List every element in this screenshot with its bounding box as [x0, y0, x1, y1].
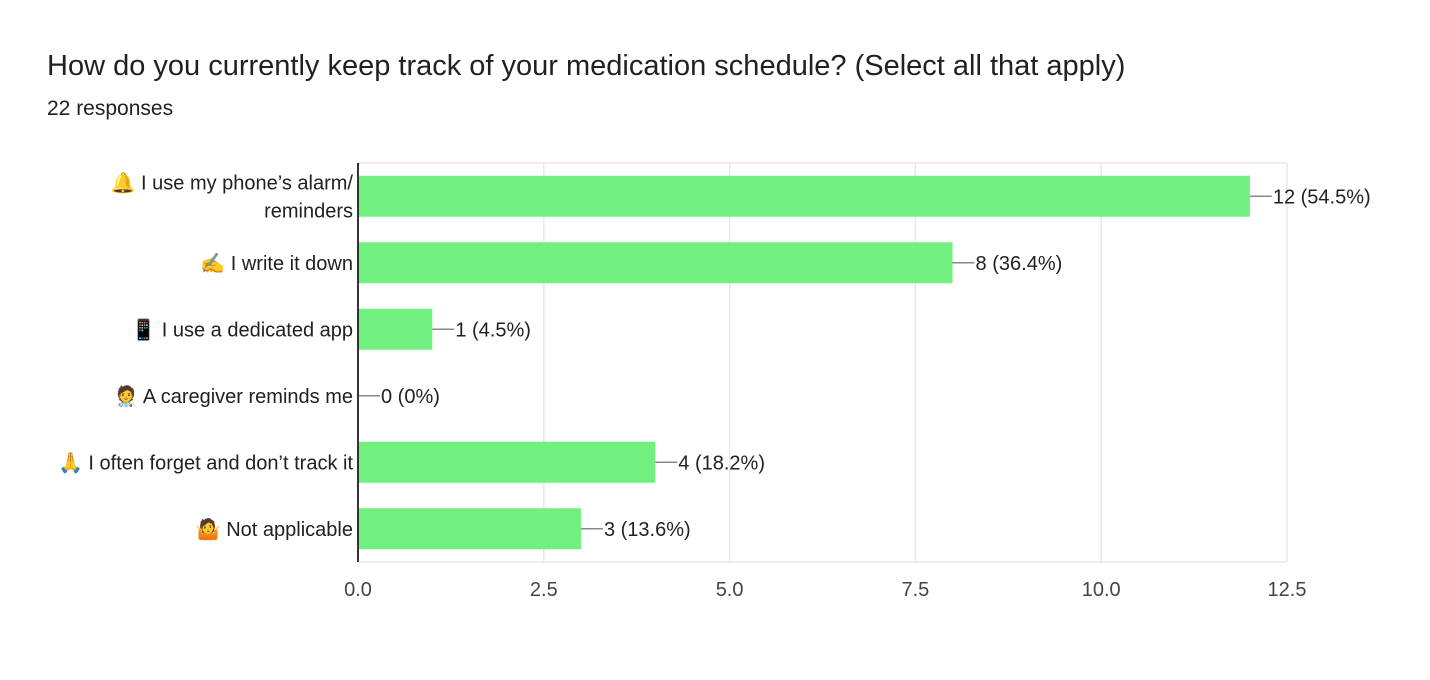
- bar: [358, 441, 656, 483]
- category-label: 🤷 Not applicable: [196, 517, 353, 541]
- chart-title: How do you currently keep track of your …: [47, 50, 1126, 82]
- x-tick-label: 10.0: [1082, 579, 1121, 601]
- x-tick-label: 2.5: [530, 579, 558, 601]
- x-tick-label: 5.0: [716, 579, 744, 601]
- data-label: 0 (0%): [381, 386, 440, 408]
- category-label: ✍️ I write it down: [200, 252, 353, 275]
- data-label: 3 (13.6%): [604, 519, 691, 541]
- category-labels: 🔔 I use my phone’s alarm/reminders ✍️ I w…: [58, 171, 354, 541]
- category-label: 🧑‍⚕️ A caregiver reminds me: [114, 384, 353, 408]
- x-axis-ticks: 0.0 2.5 5.0 7.5 10.0 12.5: [344, 163, 1306, 601]
- x-tick-label: 12.5: [1268, 579, 1307, 601]
- grid-lines: [358, 162, 1288, 563]
- bar: [358, 508, 581, 550]
- response-count: 22 responses: [47, 97, 174, 120]
- bar: [358, 175, 1250, 217]
- category-label: 🙏 I often forget and don’t track it: [58, 451, 354, 474]
- category-label: 🔔 I use my phone’s alarm/reminders: [111, 171, 354, 222]
- data-label: 12 (54.5%): [1273, 186, 1371, 208]
- category-label: 📱 I use a dedicated app: [131, 317, 353, 341]
- data-label: 1 (4.5%): [455, 319, 531, 341]
- bar: [358, 242, 953, 284]
- bar: [358, 308, 433, 350]
- x-tick-label: 7.5: [901, 579, 929, 601]
- data-label: 8 (36.4%): [976, 253, 1063, 275]
- x-tick-label: 0.0: [344, 579, 372, 601]
- bars: 12 (54.5%) 8 (36.4%) 1 (4.5%) 0 (0%) 4 (18.2…: [358, 175, 1371, 550]
- data-label: 4 (18.2%): [678, 452, 765, 474]
